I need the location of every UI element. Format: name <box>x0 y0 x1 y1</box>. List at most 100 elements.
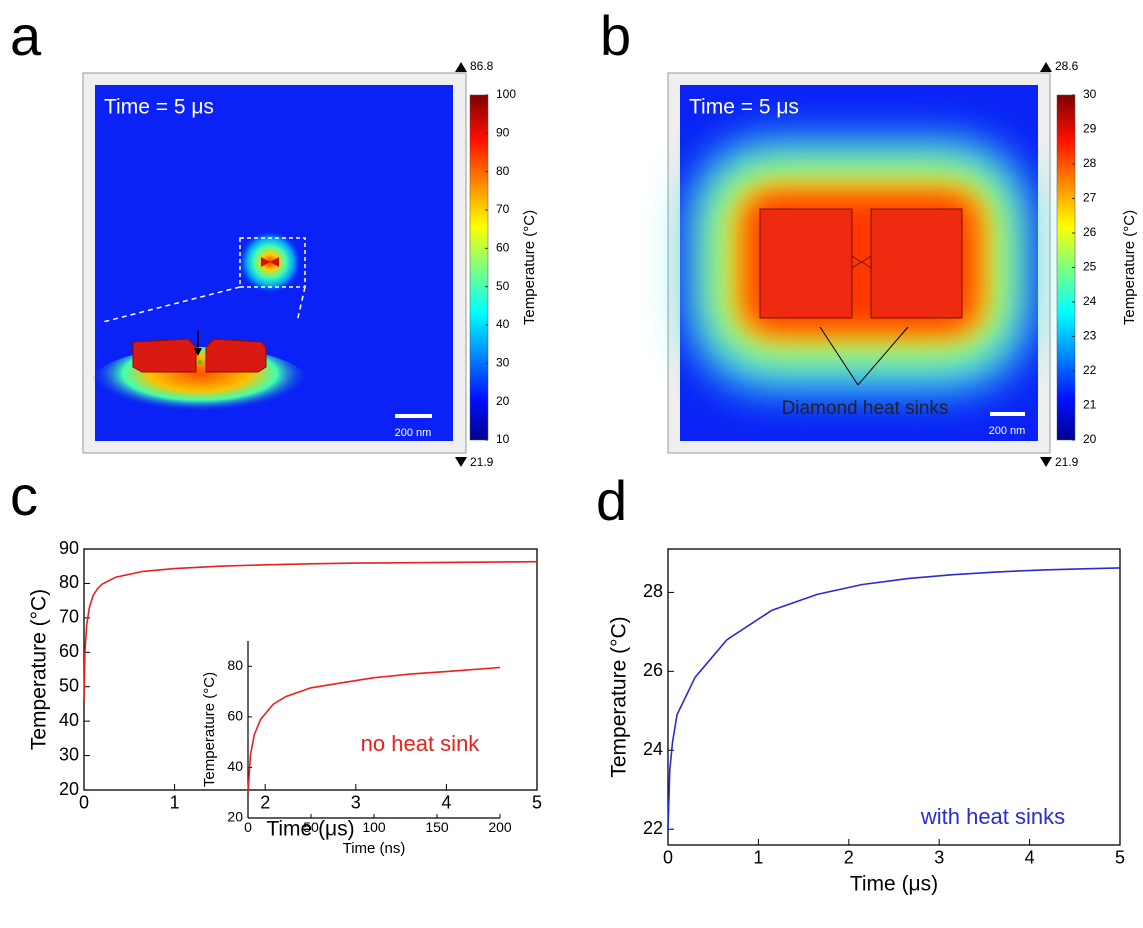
y-tick-label: 40 <box>227 758 243 774</box>
y-axis-label: Temperature (°C) <box>28 589 51 750</box>
max-marker <box>1040 62 1052 72</box>
zoom-glow <box>90 347 310 423</box>
x-axis-label: Time (ns) <box>343 840 406 857</box>
x-tick-label: 1 <box>753 847 763 867</box>
colorbar-label: Temperature (°C) <box>521 210 538 325</box>
x-tick-label: 3 <box>351 792 361 812</box>
max-label: 28.6 <box>1055 59 1079 73</box>
x-axis-label: Time (μs) <box>266 818 354 841</box>
y-tick-label: 20 <box>227 809 243 825</box>
panel-label: c <box>10 464 38 527</box>
x-tick-label: 0 <box>79 792 89 812</box>
scale-label: 200 nm <box>989 425 1026 437</box>
colorbar-tick-label: 25 <box>1083 260 1097 274</box>
min-marker <box>455 457 467 467</box>
y-tick-label: 20 <box>59 779 79 799</box>
panel-label: d <box>596 469 627 532</box>
y-tick-label: 26 <box>643 660 663 680</box>
y-tick-label: 90 <box>59 538 79 558</box>
x-tick-label: 0 <box>244 819 252 835</box>
y-tick-label: 60 <box>227 708 243 724</box>
callout-line <box>857 326 909 386</box>
heat-sink <box>870 208 963 319</box>
y-axis-label: Temperature (°C) <box>608 616 631 777</box>
x-tick-label: 4 <box>441 792 451 812</box>
emitter <box>198 360 202 364</box>
x-tick-label: 100 <box>362 819 386 835</box>
max-marker <box>455 62 467 72</box>
y-tick-label: 30 <box>59 744 79 764</box>
colorbar-tick-label: 50 <box>496 279 510 293</box>
callout: Diamond heat sinks <box>782 398 949 419</box>
annotation: Time = 5 μs <box>689 96 799 119</box>
scale-bar <box>990 412 1025 416</box>
antenna <box>261 257 270 267</box>
x-tick-label: 5 <box>532 792 542 812</box>
y-tick-label: 28 <box>643 581 663 601</box>
map-a <box>82 72 489 454</box>
colorbar-tick-label: 22 <box>1083 363 1097 377</box>
y-tick-label: 70 <box>59 607 79 627</box>
map-b <box>667 72 1076 454</box>
min-marker <box>1040 457 1052 467</box>
colorbar <box>469 94 489 441</box>
scale-bar <box>395 414 432 418</box>
zoom-box <box>239 237 306 288</box>
y-axis-label: Temperature (°C) <box>201 672 218 787</box>
colorbar-tick-label: 80 <box>496 164 510 178</box>
min-label: 21.9 <box>1055 455 1079 469</box>
x-tick-label: 200 <box>488 819 512 835</box>
x-tick-label: 50 <box>303 819 319 835</box>
colorbar-tick-label: 26 <box>1083 225 1097 239</box>
x-tick-label: 3 <box>934 847 944 867</box>
line <box>667 567 1121 830</box>
y-tick-label: 24 <box>643 739 663 759</box>
colorbar-tick-label: 40 <box>496 317 510 331</box>
annotation: no heat sink <box>361 731 481 756</box>
line <box>83 560 538 701</box>
colorbar-tick-label: 21 <box>1083 398 1097 412</box>
min-label: 21.9 <box>470 455 494 469</box>
annotation: with heat sinks <box>920 804 1065 829</box>
max-label: 86.8 <box>470 59 494 73</box>
arrow-head <box>194 348 202 356</box>
plot-frame <box>667 548 1121 846</box>
line <box>247 666 501 793</box>
y-tick-label: 50 <box>59 675 79 695</box>
y-tick-label: 80 <box>59 572 79 592</box>
colorbar-tick-label: 20 <box>1083 432 1097 446</box>
colorbar-tick-label: 100 <box>496 87 516 101</box>
scale-label: 200 nm <box>395 427 432 439</box>
x-tick-label: 4 <box>1025 847 1035 867</box>
colorbar-tick-label: 24 <box>1083 294 1097 308</box>
colorbar-tick-label: 29 <box>1083 122 1097 136</box>
x-axis-label: Time (μs) <box>850 873 938 896</box>
antenna <box>205 338 267 373</box>
annotation: Time = 5 μs <box>104 96 214 119</box>
x-tick-label: 2 <box>260 792 270 812</box>
colorbar-tick-label: 30 <box>496 356 510 370</box>
y-tick-label: 60 <box>59 641 79 661</box>
heat-sink <box>759 208 853 319</box>
colorbar-tick-label: 27 <box>1083 191 1097 205</box>
x-tick-label: 150 <box>425 819 449 835</box>
colorbar-tick-label: 60 <box>496 241 510 255</box>
colorbar-tick-label: 23 <box>1083 329 1097 343</box>
panel-label: b <box>600 4 631 67</box>
zoom-line <box>102 286 241 323</box>
colorbar-tick-label: 10 <box>496 432 510 446</box>
x-tick-label: 0 <box>663 847 673 867</box>
y-tick-label: 80 <box>227 657 243 673</box>
antenna <box>132 338 197 373</box>
callout-line <box>819 326 859 386</box>
colorbar-tick-label: 20 <box>496 394 510 408</box>
colorbar-tick-label: 30 <box>1083 87 1097 101</box>
x-tick-label: 2 <box>844 847 854 867</box>
panel-label: a <box>10 4 42 67</box>
x-tick-label: 5 <box>1115 847 1125 867</box>
antenna <box>851 255 872 269</box>
colorbar-label: Temperature (°C) <box>1121 210 1138 325</box>
y-tick-label: 22 <box>643 818 663 838</box>
antenna <box>270 257 279 267</box>
